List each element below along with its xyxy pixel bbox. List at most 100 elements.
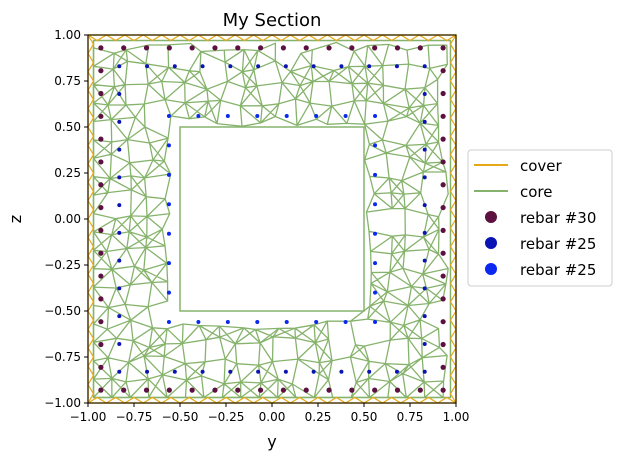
rebar-30-point xyxy=(349,387,355,393)
rebar-25-point xyxy=(256,369,261,374)
rebar-25-point xyxy=(422,286,427,291)
rebar-30-point xyxy=(235,387,241,393)
legend-dot-swatch xyxy=(485,237,497,249)
x-tick-label: 0.50 xyxy=(351,410,378,424)
rebar-25-point xyxy=(283,369,288,374)
rebar-25-point xyxy=(422,314,427,319)
rebar-25-point xyxy=(256,64,261,69)
rebar-25-point xyxy=(200,369,205,374)
rebar-30-point xyxy=(394,387,401,393)
rebar-30-point xyxy=(440,364,446,370)
rebar-25-point xyxy=(422,230,427,235)
rebar-30-point xyxy=(440,204,446,211)
rebar-30-point xyxy=(440,387,446,393)
rebar-25-point xyxy=(422,64,427,69)
rebar-30-point xyxy=(280,45,287,51)
rebar-25-point xyxy=(172,64,177,69)
y-axis-ticks: −1.00 −0.75 −0.50 −0.25 0.00 0.25 0.50 0.75 1.00 xyxy=(44,28,88,410)
rebar-25-inner-point xyxy=(373,202,378,207)
rebar-30-point xyxy=(440,136,446,142)
x-axis-label: y xyxy=(267,432,276,451)
rebar-25-point xyxy=(228,369,233,374)
rebar-30-point xyxy=(372,45,378,51)
rebar-25-point xyxy=(367,369,372,374)
legend-label: cover xyxy=(520,157,563,175)
rebar-25-point xyxy=(117,314,122,319)
rebar-30-point xyxy=(440,250,446,256)
rebar-25-point xyxy=(422,175,427,180)
rebar-30-point xyxy=(440,159,446,165)
rebar-25-inner-point xyxy=(225,320,230,325)
rebar-25-inner-point xyxy=(196,320,201,325)
rebar-30-point xyxy=(98,113,104,119)
rebar-25-point xyxy=(422,147,427,152)
rebar-25-point xyxy=(422,119,427,124)
rebar-30-point xyxy=(212,387,218,393)
rebar-30-point xyxy=(440,227,446,234)
rebar-25-point xyxy=(422,369,427,374)
rebar-30-point xyxy=(166,45,172,51)
rebar-30-point xyxy=(440,113,446,119)
rebar-30-point xyxy=(121,45,127,51)
rebar-25-point xyxy=(283,64,288,69)
rebar-25-point xyxy=(117,341,122,346)
rebar-25-inner-point xyxy=(166,320,171,325)
rebar-30-point xyxy=(372,387,378,393)
x-axis-ticks: −1.00 −0.75 −0.50 −0.25 0.00 0.25 0.50 0.75 1.00 xyxy=(70,403,470,424)
rebar-25-inner-point xyxy=(284,113,289,118)
rebar-30-point xyxy=(98,68,104,74)
rebar-30-point xyxy=(349,45,355,51)
rebar-25-inner-point xyxy=(255,113,260,118)
rebar-30-point xyxy=(98,90,104,97)
rebar-30-point xyxy=(98,182,104,188)
rebar-30-point xyxy=(303,387,309,393)
rebar-25-point xyxy=(228,64,233,69)
cover-edge-top xyxy=(87,34,457,42)
rebar-25-inner-point xyxy=(373,231,378,236)
rebar-30-point xyxy=(440,68,446,74)
rebar-30-point xyxy=(98,250,104,256)
legend-label: rebar #25 xyxy=(520,235,596,253)
x-tick-label: 1.00 xyxy=(443,410,470,424)
rebar-25-point xyxy=(172,369,177,374)
rebar-30-point xyxy=(303,45,309,51)
rebar-25-inner-point xyxy=(255,320,260,325)
rebar-25-inner-point xyxy=(373,143,378,148)
rebar-25-point xyxy=(117,175,122,180)
rebar-25-point xyxy=(117,286,122,291)
rebar-30-point xyxy=(326,45,332,51)
core-outer-boundary xyxy=(92,39,452,399)
rebar-30-point xyxy=(98,227,104,234)
x-tick-label: 0.25 xyxy=(305,410,332,424)
core-hole-boundary xyxy=(179,126,365,312)
rebar-30-point xyxy=(98,159,104,165)
rebar-25-inner-point xyxy=(343,113,348,118)
cover-edge-left xyxy=(87,34,95,404)
rebar-30-point xyxy=(440,273,446,279)
rebar-25-inner-point xyxy=(373,172,378,177)
core-mesh-edges xyxy=(92,41,449,399)
rebar-25-point xyxy=(117,369,122,374)
rebar-25-point xyxy=(311,64,316,69)
rebar-25-inner-point xyxy=(314,113,319,118)
rebar-30-point xyxy=(440,341,446,348)
rebar-25-point xyxy=(117,258,122,263)
rebar-30-point xyxy=(212,45,218,51)
rebar-25-inner-point xyxy=(166,231,171,236)
rebar-25-point xyxy=(311,369,316,374)
y-tick-label: 1.00 xyxy=(54,28,81,42)
rebar-25-inner-point xyxy=(373,320,378,325)
rebar-30-point xyxy=(98,319,104,325)
legend-dot-swatch xyxy=(485,263,497,275)
rebar-30-point xyxy=(440,90,446,97)
legend-label: rebar #30 xyxy=(520,209,596,227)
rebar-30-point xyxy=(417,45,423,51)
rebar-30-point xyxy=(257,387,264,393)
rebar-25-inner-point xyxy=(373,290,378,295)
rebar-30-point xyxy=(98,273,104,279)
x-tick-label: −1.00 xyxy=(70,410,107,424)
rebar-25-point xyxy=(145,369,150,374)
rebar-30-point xyxy=(121,387,127,393)
rebar-30-point xyxy=(440,182,446,188)
